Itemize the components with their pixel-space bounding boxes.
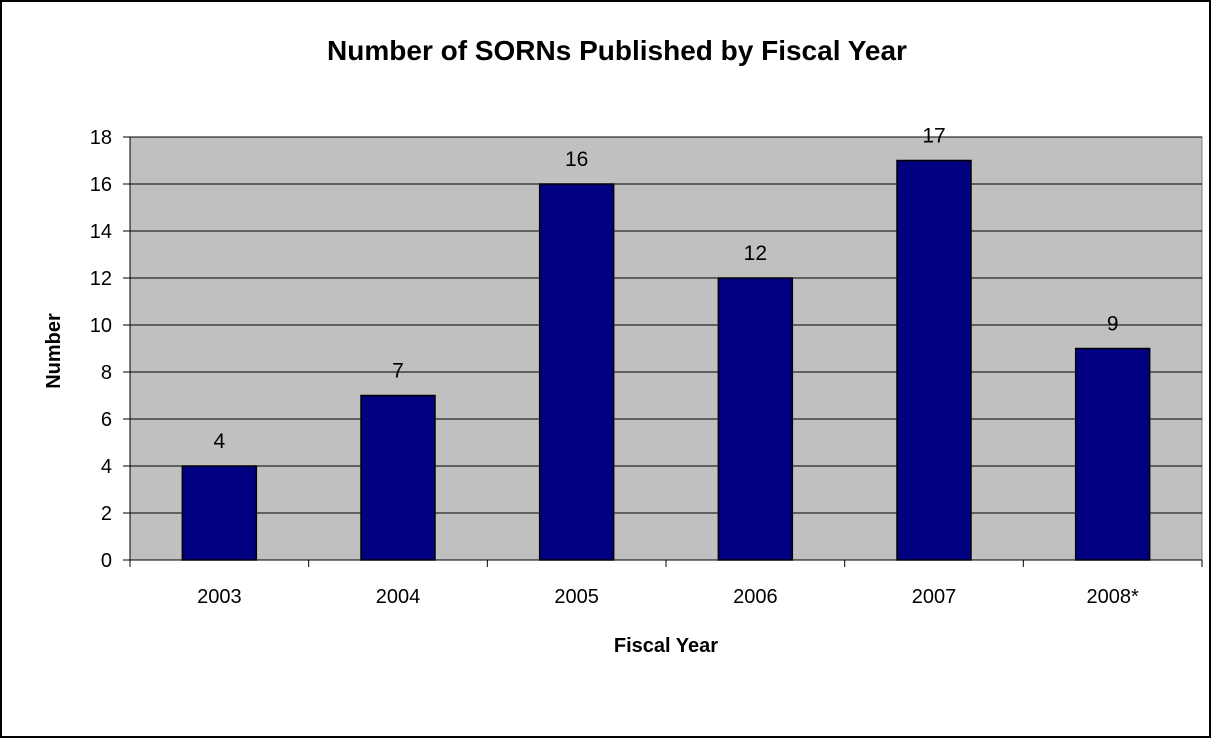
bar-2004 xyxy=(360,394,436,561)
y-tick-label: 4 xyxy=(101,456,112,478)
y-tick-label: 12 xyxy=(90,268,112,290)
bar-2003 xyxy=(181,465,258,561)
data-label: 17 xyxy=(922,125,945,148)
y-tick-label: 8 xyxy=(101,362,112,384)
bar-2008 xyxy=(1074,347,1151,561)
data-label: 12 xyxy=(744,242,767,265)
data-label: 16 xyxy=(565,148,588,171)
x-tick-label: 2007 xyxy=(912,586,957,608)
plot-area xyxy=(129,136,1203,561)
y-tick-labels: 0 2 4 6 8 10 12 14 16 18 xyxy=(90,127,112,572)
y-axis-title: Number xyxy=(43,313,65,389)
x-tick-label: 2005 xyxy=(554,586,599,608)
x-tick-labels: 2003 2004 2005 2006 2007 2008* xyxy=(197,586,1139,608)
y-tick-label: 14 xyxy=(90,221,112,243)
bar-2006 xyxy=(717,277,794,561)
bar-2005 xyxy=(538,183,615,561)
chart-title: Number of SORNs Published by Fiscal Year xyxy=(327,35,907,66)
x-axis-title: Fiscal Year xyxy=(614,635,718,657)
bars xyxy=(181,159,1151,561)
x-tick-label: 2004 xyxy=(376,586,421,608)
data-labels: 4 7 16 12 17 9 xyxy=(213,125,1118,454)
gridlines xyxy=(130,136,1202,514)
y-tick-label: 18 xyxy=(90,127,112,149)
y-tick-label: 0 xyxy=(101,550,112,572)
data-label: 7 xyxy=(392,360,404,383)
data-label: 4 xyxy=(213,430,225,453)
x-tick-label: 2003 xyxy=(197,586,242,608)
axes xyxy=(123,136,1203,567)
y-tick-label: 10 xyxy=(90,315,112,337)
data-label: 9 xyxy=(1107,313,1119,336)
y-tick-label: 6 xyxy=(101,409,112,431)
x-tick-label: 2006 xyxy=(733,586,778,608)
y-tick-label: 2 xyxy=(101,503,112,525)
bar-2007 xyxy=(896,159,972,561)
y-tick-label: 16 xyxy=(90,174,112,196)
x-tick-label: 2008* xyxy=(1087,586,1139,608)
